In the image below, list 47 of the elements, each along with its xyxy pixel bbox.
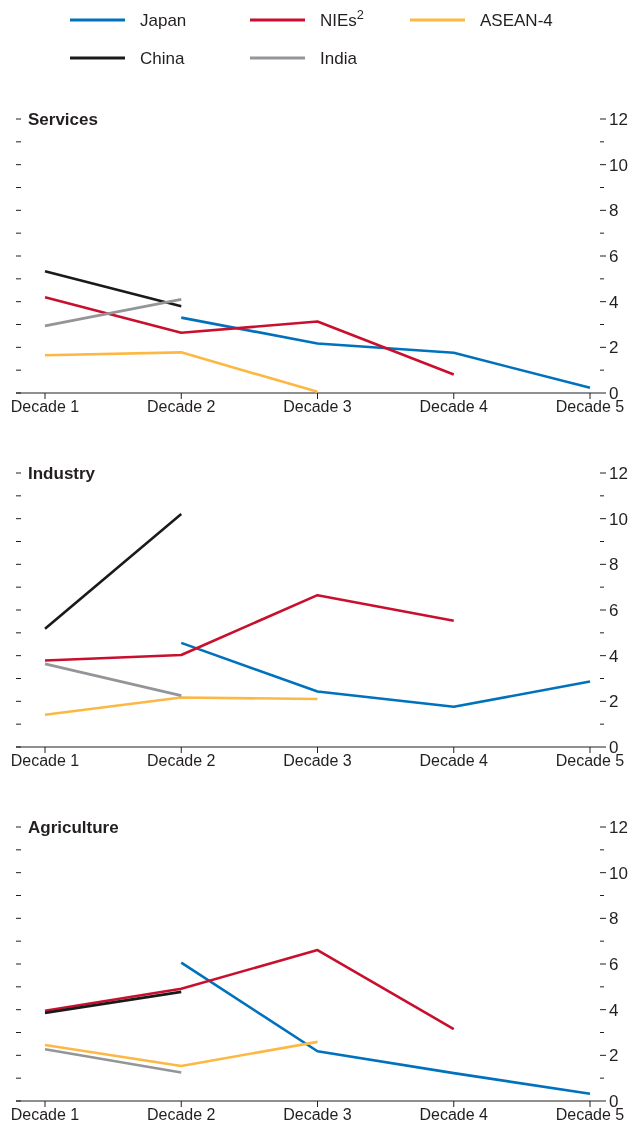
y-tick-label: 6 [609, 954, 619, 974]
y-tick-label: 2 [609, 692, 619, 712]
y-tick-label: 8 [609, 555, 619, 575]
legend-label: ASEAN-4 [480, 10, 553, 30]
x-tick-label: Decade 4 [419, 1106, 489, 1123]
line-series [179, 641, 592, 709]
y-tick-label: 4 [609, 646, 619, 666]
x-tick-label: Decade 2 [147, 752, 216, 769]
y-tick-label: 6 [609, 600, 619, 620]
y-tick-label: 10 [609, 863, 628, 883]
y-tick-label: 2 [609, 1046, 619, 1066]
chart-title: Industry [28, 463, 96, 483]
legend-label: NIEs$^{2}$ [320, 6, 364, 30]
y-tick-label: 12 [609, 817, 628, 837]
x-tick-label: Decade 4 [419, 398, 489, 415]
chart-title: Agriculture [28, 817, 119, 837]
legend-label: Japan [140, 10, 187, 30]
y-tick-label: 12 [609, 109, 628, 129]
y-tick-label: 10 [609, 155, 628, 175]
line-series [43, 948, 456, 1031]
x-tick-label: Decade 5 [555, 398, 625, 415]
y-tick-label: 8 [609, 909, 619, 929]
line-series [43, 296, 456, 376]
x-tick-label: Decade 4 [419, 752, 489, 769]
line-series [179, 316, 592, 390]
y-tick-label: 8 [609, 201, 619, 221]
line-series [179, 961, 592, 1095]
y-tick-label: 4 [609, 292, 619, 312]
x-tick-label: Decade 2 [147, 1106, 216, 1123]
x-tick-label: Decade 5 [555, 752, 625, 769]
legend-label: India [320, 48, 358, 68]
x-tick-label: Decade 1 [10, 398, 80, 415]
x-tick-label: Decade 5 [555, 1106, 625, 1123]
x-tick-label: Decade 1 [10, 752, 80, 769]
y-tick-label: 6 [609, 246, 619, 266]
line-series [43, 593, 456, 662]
x-tick-label: Decade 3 [283, 398, 352, 415]
y-tick-label: 12 [609, 463, 628, 483]
y-tick-label: 4 [609, 1000, 619, 1020]
y-tick-label: 2 [609, 338, 619, 358]
chart-title: Services [28, 109, 98, 129]
legend-label: China [140, 48, 185, 68]
y-tick-label: 10 [609, 509, 628, 529]
x-tick-label: Decade 1 [10, 1106, 80, 1123]
x-tick-label: Decade 2 [147, 398, 216, 415]
x-tick-label: Decade 3 [283, 752, 352, 769]
x-tick-label: Decade 3 [283, 1106, 352, 1123]
